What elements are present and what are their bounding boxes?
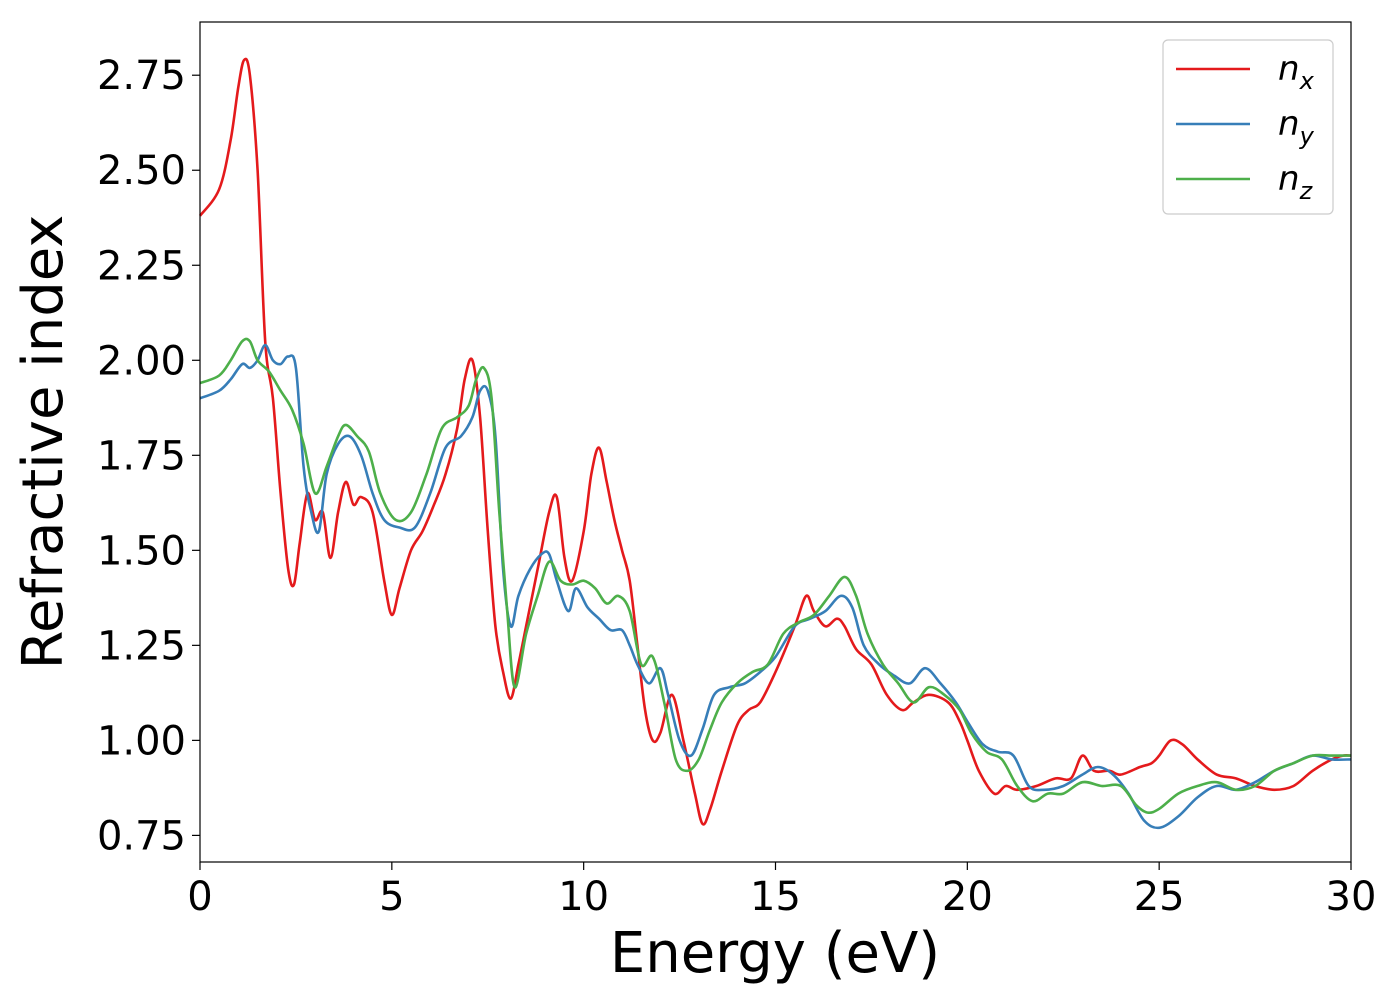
x-tick-label: 20 [942,874,993,920]
legend-label-base: n [1278,49,1300,89]
legend-label-base: n [1278,159,1300,199]
x-axis-label: Energy (eV) [610,921,940,986]
legend-box [1162,39,1334,215]
y-axis-label: Refractive index [11,215,76,670]
x-tick-label: 10 [558,874,609,920]
y-tick-label: 1.25 [97,623,186,669]
series-line-ny [199,343,1352,830]
series-line-nz [199,337,1351,815]
x-tick-label: 0 [187,874,212,920]
legend-label-nx: nx [1278,49,1315,95]
y-tick-label: 0.75 [97,813,186,859]
series-layer [198,57,1352,830]
y-tick-label: 2.00 [97,338,186,384]
x-tick-label: 25 [1134,874,1185,920]
legend-label-subscript: y [1299,122,1315,150]
y-tick-label: 2.25 [97,243,186,289]
y-tick-label: 2.50 [97,148,186,194]
y-tick-label: 2.75 [97,53,186,99]
x-tick-label: 15 [750,874,801,920]
legend-label-subscript: x [1299,67,1315,95]
x-axis: 0 5 10 15 20 25 30 [187,862,1376,920]
legend-label-base: n [1278,104,1300,144]
x-tick-label: 30 [1326,874,1377,920]
legend-label-nz: nz [1278,159,1314,205]
plot-background [200,22,1351,862]
legend-label-ny: ny [1278,104,1315,150]
y-tick-label: 1.00 [97,718,186,764]
y-tick-label: 1.75 [97,433,186,479]
y-tick-label: 1.50 [97,528,186,574]
series-line-nx [198,57,1352,826]
y-axis: 0.75 1.00 1.25 1.50 1.75 2.00 2.25 2.50 2.75 [97,53,200,859]
x-tick-label: 5 [379,874,404,920]
legend-label-subscript: z [1299,177,1314,205]
